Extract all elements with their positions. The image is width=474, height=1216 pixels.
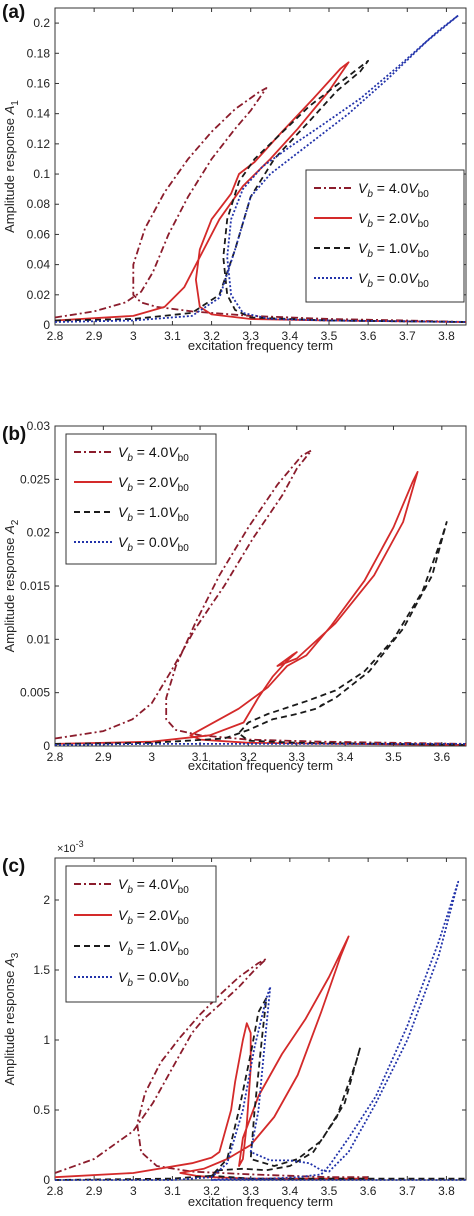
x-tick-label: 2.8: [47, 329, 64, 343]
y-tick-label: 0.03: [27, 419, 51, 433]
legend-label-4.0: Vb = 4.0Vb0: [358, 180, 429, 200]
legend-label-1.0: Vb = 1.0Vb0: [358, 240, 429, 260]
x-axis-label: excitation frequency term: [188, 1194, 333, 1209]
chart-panel-2: 2.8 2.9 3 3.1 3.2 3.3 3.4 3.5 3.6 0 0.005 0.01 0.015…: [2, 419, 467, 773]
x-tick-label: 3.5: [321, 1184, 338, 1198]
x-tick-label: 2.8: [47, 750, 64, 764]
panel-label: (b): [2, 424, 26, 445]
y-axis-label: Amplitude response A2: [2, 519, 21, 652]
x-tick-label: 3: [130, 329, 137, 343]
x-tick-label: 3.4: [337, 750, 354, 764]
x-tick-label: 3.6: [360, 1184, 377, 1198]
y-tick-label: 0.06: [27, 227, 51, 241]
x-tick-label: 2.9: [95, 750, 112, 764]
series-line-1.0: [54, 997, 466, 1181]
x-tick-label: 3.2: [240, 750, 257, 764]
y-tick-label: 0.2: [33, 16, 50, 30]
x-axis-label: excitation frequency term: [188, 338, 333, 353]
x-tick-label: 2.9: [86, 1184, 103, 1198]
legend-label-2.0: Vb = 2.0Vb0: [118, 474, 189, 494]
x-tick-label: 3: [148, 750, 155, 764]
x-tick-label: 3.5: [321, 329, 338, 343]
panel-label: (c): [2, 856, 25, 877]
y-tick-label: 0.16: [27, 76, 51, 90]
y-tick-label: 0.01: [27, 632, 51, 646]
series-line-2.0: [54, 470, 467, 746]
x-tick-label: 3.3: [242, 329, 259, 343]
legend-label-0.0: Vb = 0.0Vb0: [118, 534, 189, 554]
y-axis-label: Amplitude response A3: [2, 952, 21, 1085]
chart-panel-3: 2.8 2.9 3 3.1 3.2 3.3 3.4 3.5 3.6 3.7 3.8 0 0.5 1 1.5 2…: [2, 839, 467, 1209]
y-tick-label: 1.5: [33, 963, 50, 977]
y-tick-label: 0.02: [27, 526, 51, 540]
y-tick-label: 0.14: [27, 107, 51, 121]
legend-box: [65, 865, 217, 1003]
x-tick-label: 2.9: [86, 329, 103, 343]
x-tick-label: 3: [130, 1184, 137, 1198]
x-tick-label: 3.2: [203, 329, 220, 343]
y-tick-label: 0.08: [27, 197, 51, 211]
x-tick-label: 3.1: [164, 329, 181, 343]
y-tick-label: 0.1: [33, 167, 50, 181]
y-axis-label: Amplitude response A1: [2, 100, 21, 233]
legend-label-4.0: Vb = 4.0Vb0: [118, 444, 189, 464]
legend-label-0.0: Vb = 0.0Vb0: [118, 969, 189, 989]
legend-box: [305, 169, 465, 303]
y-tick-label: 0.025: [20, 472, 50, 486]
legend-label-0.0: Vb = 0.0Vb0: [358, 270, 429, 290]
x-tick-label: 3.6: [433, 750, 450, 764]
legend-label-1.0: Vb = 1.0Vb0: [118, 938, 189, 958]
chart-panel-1: 2.8 2.9 3 3.1 3.2 3.3 3.4 3.5 3.6 3.7 3.8 0 0.02 0.04…: [2, 2, 467, 353]
x-tick-label: 3.8: [438, 1184, 455, 1198]
legend-label-2.0: Vb = 2.0Vb0: [358, 210, 429, 230]
y-tick-label: 0.5: [33, 1103, 50, 1117]
series-line-1.0: [54, 521, 467, 746]
x-tick-label: 2.8: [47, 1184, 64, 1198]
x-tick-label: 3.7: [399, 1184, 416, 1198]
x-tick-label: 3.1: [164, 1184, 181, 1198]
legend: Vb = 4.0Vb0 Vb = 2.0Vb0 Vb = 1.0Vb0 Vb = 0.…: [305, 169, 465, 303]
legend-label-2.0: Vb = 2.0Vb0: [118, 907, 189, 927]
x-axis-label: excitation frequency term: [188, 758, 333, 773]
series-line-4.0: [54, 87, 467, 323]
x-tick-label: 3.3: [242, 1184, 259, 1198]
y-tick-label: 0.02: [27, 288, 51, 302]
legend-label-1.0: Vb = 1.0Vb0: [118, 504, 189, 524]
legend-label-4.0: Vb = 4.0Vb0: [118, 876, 189, 896]
series-line-0.0: [55, 880, 466, 1181]
series-line-2.0: [54, 61, 467, 323]
legend: Vb = 4.0Vb0 Vb = 2.0Vb0 Vb = 1.0Vb0 Vb = 0.…: [65, 865, 217, 1003]
x-tick-label: 3.1: [192, 750, 209, 764]
x-tick-label: 3.4: [282, 329, 299, 343]
y-tick-label: 0: [43, 1173, 50, 1187]
x-tick-label: 3.4: [282, 1184, 299, 1198]
legend: Vb = 4.0Vb0 Vb = 2.0Vb0 Vb = 1.0Vb0 Vb = 0.…: [65, 433, 217, 565]
y-tick-label: 0.12: [27, 137, 51, 151]
panel-label: (a): [2, 2, 25, 23]
y-exponent-label: ×10-3: [57, 839, 84, 855]
series-line-0.0: [54, 743, 466, 746]
y-tick-label: 0.015: [20, 579, 50, 593]
series-line-0.0: [54, 14, 467, 323]
y-tick-label: 0: [43, 739, 50, 753]
series-line-2.0: [54, 935, 369, 1180]
x-tick-label: 3.8: [438, 329, 455, 343]
series-line-4.0: [54, 957, 369, 1179]
x-tick-label: 3.7: [399, 329, 416, 343]
x-tick-label: 3.2: [203, 1184, 220, 1198]
y-tick-label: 0: [43, 318, 50, 332]
series-line-4.0: [54, 449, 467, 745]
x-tick-label: 3.5: [385, 750, 402, 764]
x-tick-label: 3.6: [360, 329, 377, 343]
y-tick-label: 1: [43, 1033, 50, 1047]
y-tick-label: 0.005: [20, 686, 50, 700]
y-tick-label: 0.18: [27, 46, 51, 60]
y-tick-label: 0.04: [27, 258, 51, 272]
y-tick-label: 2: [43, 893, 50, 907]
x-tick-label: 3.3: [288, 750, 305, 764]
